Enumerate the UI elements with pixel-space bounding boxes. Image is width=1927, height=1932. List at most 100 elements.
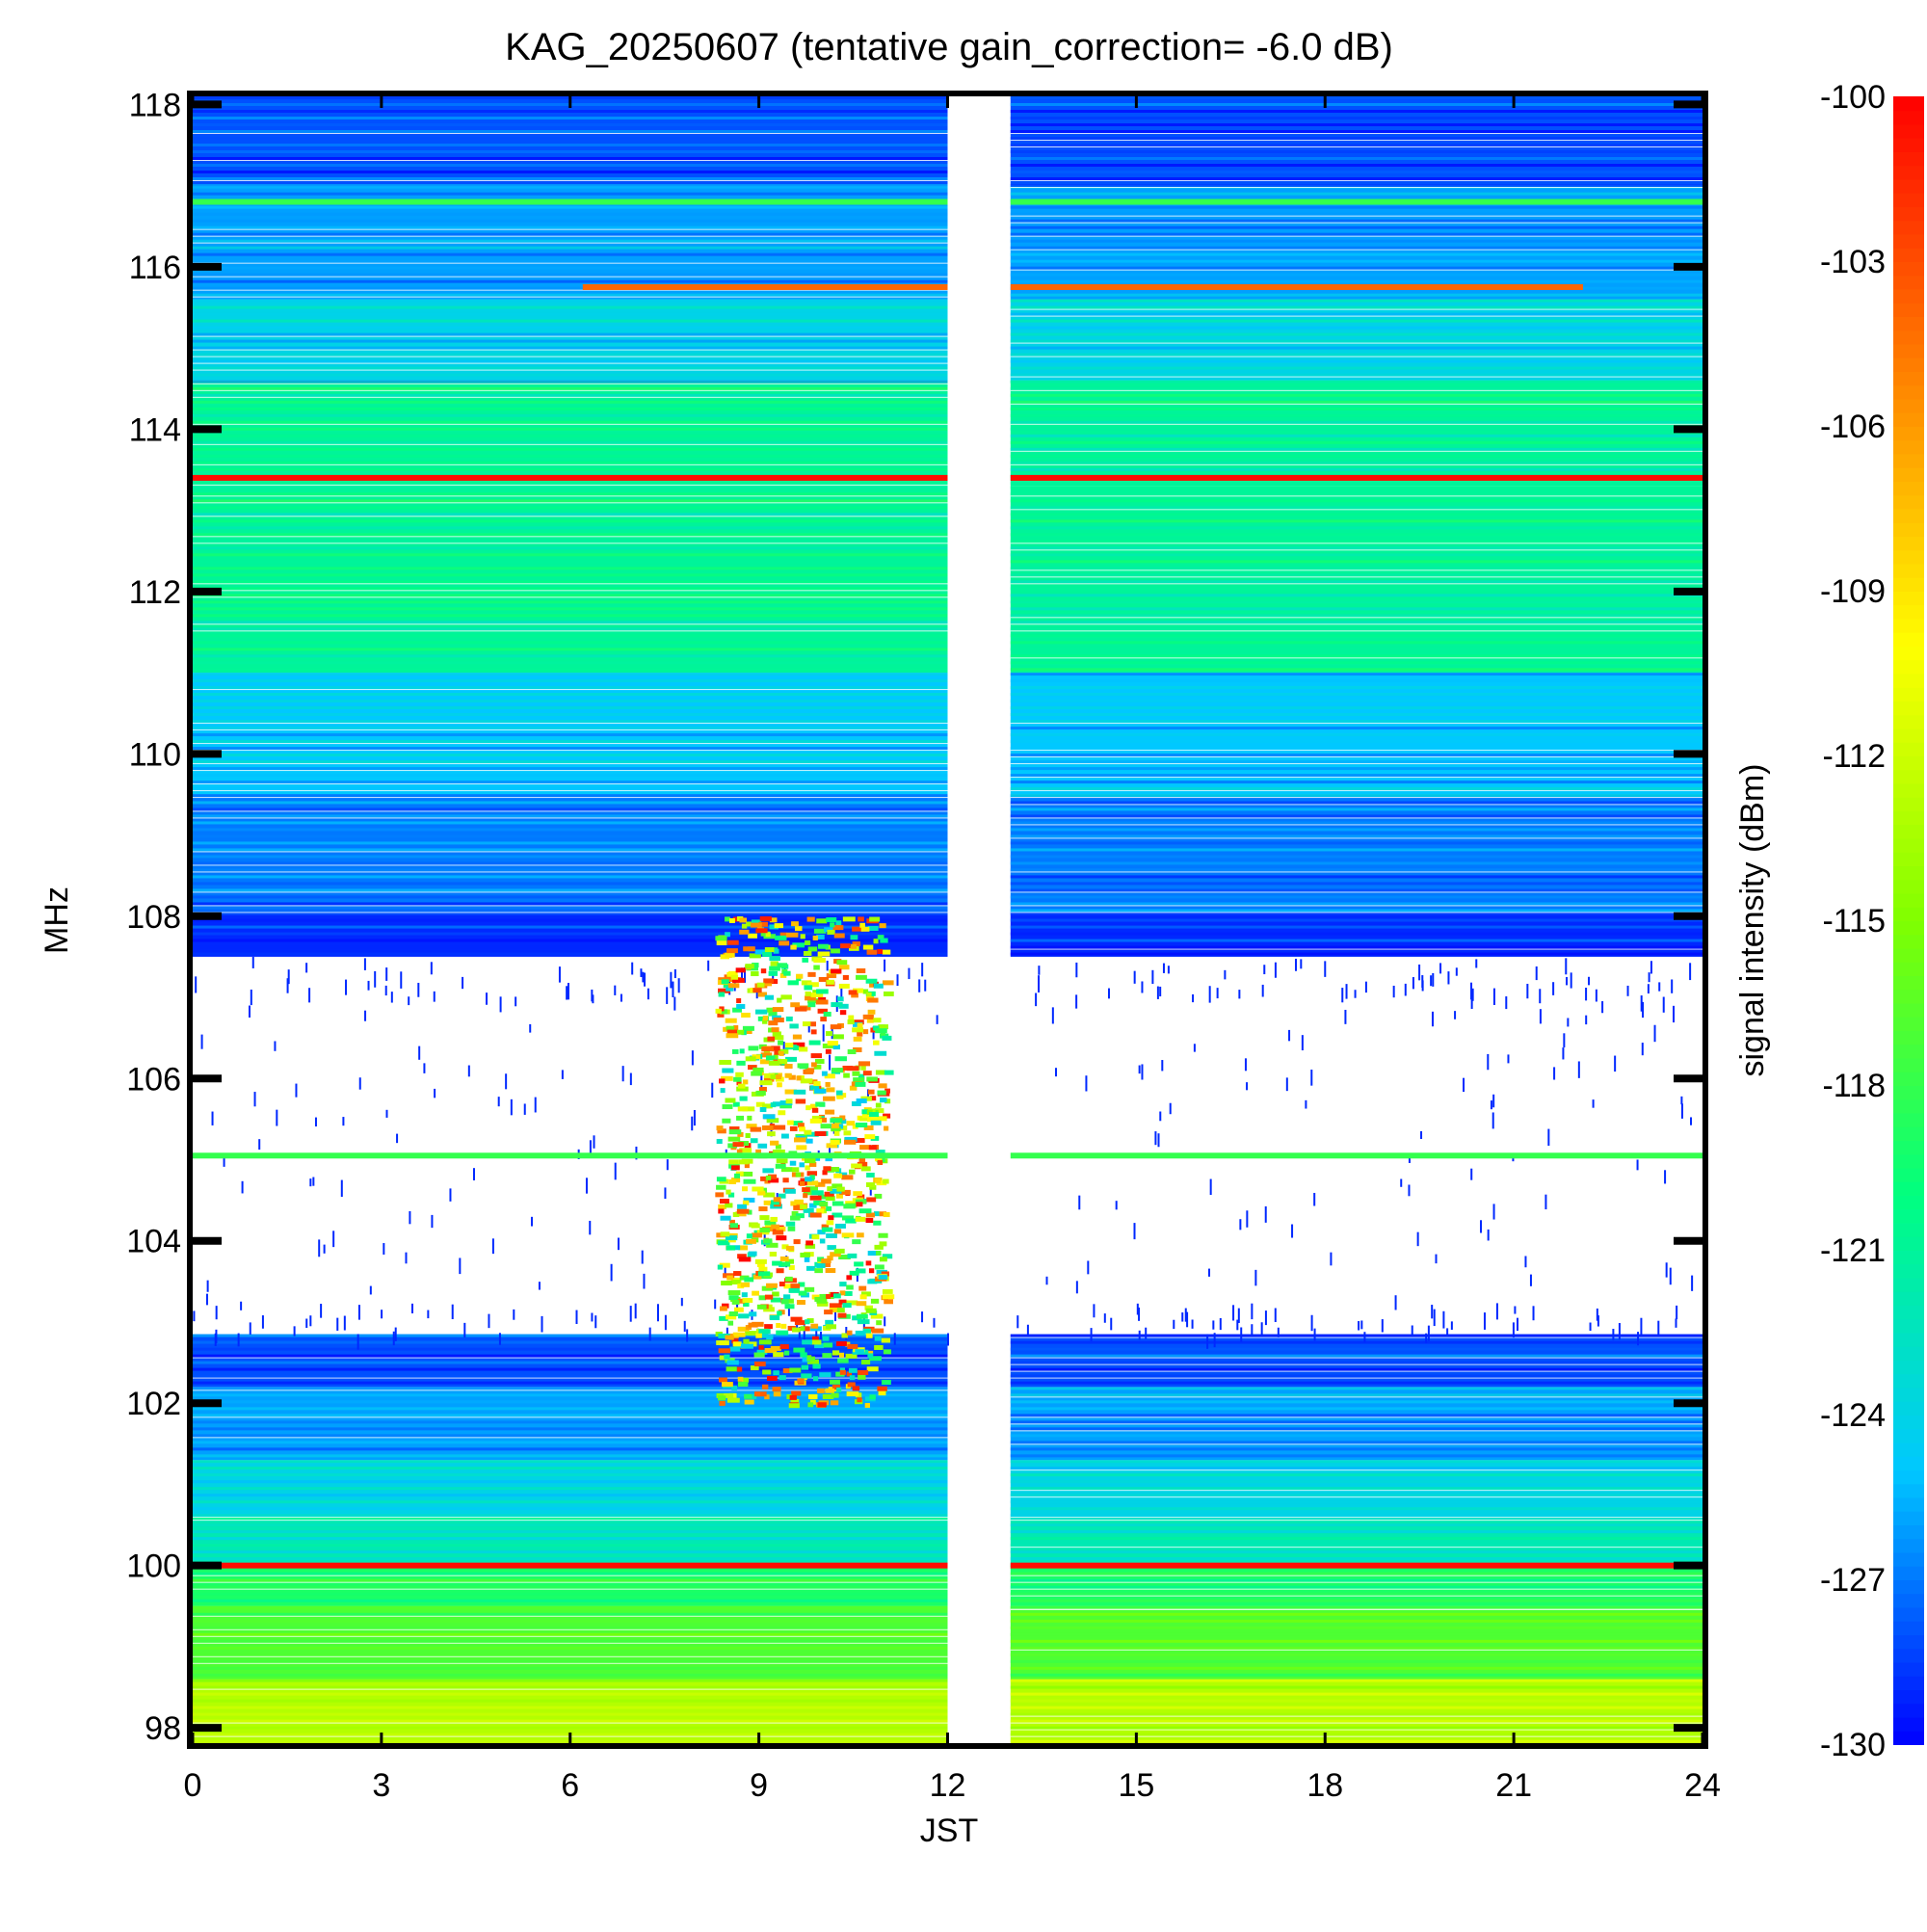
colorbar-cell <box>1893 755 1924 771</box>
texture-stripe <box>1010 918 1703 922</box>
burst-cell <box>739 1148 752 1153</box>
noise-tick <box>1418 964 1421 981</box>
texture-stripe <box>1010 1473 1703 1477</box>
burst-cell <box>722 1118 731 1124</box>
burst-cell <box>826 1220 834 1226</box>
noise-tick <box>1662 996 1665 1013</box>
burst-cell <box>773 1035 784 1041</box>
burst-cell <box>816 918 828 924</box>
burst-cell <box>737 1204 748 1209</box>
gap-stripe <box>193 723 948 725</box>
texture-stripe <box>1010 841 1703 845</box>
colorbar-cell <box>1893 357 1924 372</box>
texture-stripe <box>1010 407 1703 410</box>
burst-cell <box>874 1211 880 1217</box>
burst-cell <box>814 1088 827 1094</box>
burst-cell <box>771 1027 779 1033</box>
noise-tick <box>1636 1159 1639 1171</box>
texture-stripe <box>193 828 948 832</box>
plot-area <box>193 96 1703 1744</box>
burst-cell <box>716 1177 726 1182</box>
burst-cell <box>862 1014 870 1019</box>
noise-tick <box>1136 1303 1139 1315</box>
burst-cell <box>846 1121 856 1126</box>
gap-stripe <box>1010 657 1703 659</box>
texture-stripe <box>193 1361 948 1364</box>
noise-tick <box>1035 992 1038 1007</box>
burst-cell <box>877 1116 887 1122</box>
colorbar-cell <box>1893 192 1924 207</box>
burst-cell <box>800 1078 813 1084</box>
gap-stripe <box>193 296 948 298</box>
burst-cell <box>765 1222 774 1228</box>
texture-stripe <box>193 720 948 724</box>
y-tick-label: 112 <box>129 574 181 611</box>
gap-stripe <box>1010 1581 1703 1583</box>
texture-stripe <box>1010 1460 1703 1464</box>
noise-tick <box>1592 1099 1595 1108</box>
texture-stripe <box>1010 895 1703 899</box>
burst-cell <box>859 922 865 928</box>
texture-stripe <box>193 621 948 624</box>
burst-cell <box>842 1303 852 1309</box>
burst-cell <box>832 1212 843 1218</box>
noise-tick <box>1446 1328 1449 1337</box>
burst-cell <box>855 1349 865 1355</box>
burst-cell <box>755 1090 766 1096</box>
gap-stripe <box>193 1588 948 1590</box>
burst-cell <box>830 1252 841 1257</box>
station-line <box>193 1152 948 1159</box>
burst-cell <box>757 1143 768 1149</box>
noise-tick <box>1173 1319 1175 1330</box>
burst-cell <box>726 1029 738 1035</box>
burst-cell <box>756 1349 768 1355</box>
burst-cell <box>807 1002 816 1008</box>
texture-stripe <box>193 252 948 256</box>
burst-cell <box>822 1353 832 1359</box>
burst-cell <box>861 1109 871 1115</box>
burst-cell <box>779 1344 789 1350</box>
burst-cell <box>780 1167 793 1173</box>
texture-stripe <box>193 205 948 209</box>
burst-cell <box>767 1178 779 1183</box>
texture-stripe <box>1010 546 1703 550</box>
burst-cell <box>879 1211 887 1217</box>
noise-tick <box>1151 969 1154 985</box>
colorbar-cell <box>1893 1634 1924 1650</box>
noise-tick <box>305 963 308 973</box>
gap-stripe <box>1010 1496 1703 1498</box>
texture-stripe <box>1010 861 1703 865</box>
noise-tick <box>1539 1009 1542 1024</box>
gap-stripe <box>193 262 948 264</box>
texture-stripe <box>1010 1719 1703 1723</box>
burst-cell <box>857 1194 865 1200</box>
burst-cell <box>867 1009 876 1015</box>
burst-cell <box>853 1046 862 1052</box>
texture-stripe <box>193 902 948 906</box>
burst-cell <box>814 1131 827 1137</box>
burst-cell <box>791 1327 801 1333</box>
burst-cell <box>799 1064 808 1070</box>
burst-cell <box>875 1150 885 1155</box>
burst-cell <box>841 1215 855 1221</box>
burst-cell <box>764 1220 777 1226</box>
colorbar-cell <box>1893 1620 1924 1635</box>
noise-tick <box>1435 1254 1438 1264</box>
burst-cell <box>882 980 894 986</box>
burst-cell <box>802 1339 812 1345</box>
burst-cell <box>824 1073 835 1079</box>
noise-tick <box>1133 1223 1136 1240</box>
colorbar-cell <box>1893 1442 1924 1457</box>
texture-stripe <box>1010 1480 1703 1484</box>
burst-cell <box>756 1391 767 1397</box>
noise-tick <box>463 1322 466 1337</box>
burst-cell <box>746 1238 756 1244</box>
texture-stripe <box>1010 952 1703 956</box>
texture-stripe <box>1010 212 1703 216</box>
burst-cell <box>726 1033 739 1039</box>
burst-cell <box>853 1077 865 1083</box>
burst-cell <box>742 1200 750 1205</box>
texture-stripe <box>193 634 948 638</box>
